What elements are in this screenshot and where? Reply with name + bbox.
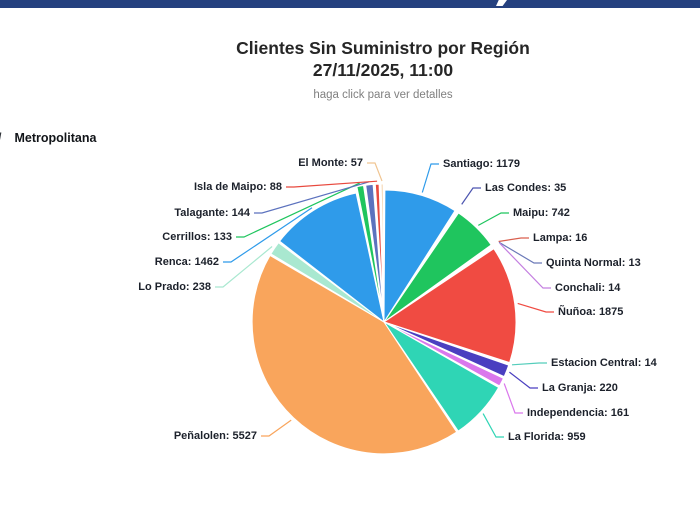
- pie-slice-el-monte[interactable]: [380, 183, 385, 317]
- navbar-logo-fragment: [496, 0, 507, 6]
- leader-line-penalolen: [261, 419, 292, 437]
- leader-line-talagante: [254, 181, 370, 214]
- pie-slice-santiago[interactable]: [383, 189, 456, 323]
- chart-datetime: 27/11/2025, 11:00: [312, 60, 454, 80]
- chart-title: Clientes Sin Suministro por Región: [236, 38, 530, 58]
- chart-hint: haga click para ver detalles: [313, 89, 453, 101]
- pie-slice-isla-de-maipo[interactable]: [374, 183, 385, 317]
- leader-line-la-florida: [482, 413, 504, 438]
- top-nav-bar: [0, 0, 700, 8]
- breadcrumb: / Metropolitana: [0, 131, 96, 145]
- leader-line-estacion-central: [511, 362, 547, 366]
- leader-line-independencia: [503, 383, 523, 414]
- pie-slice-la-granja[interactable]: [383, 321, 510, 378]
- pie-slice-la-florida[interactable]: [383, 321, 500, 432]
- leader-line-el-monte: [367, 162, 383, 182]
- breadcrumb-item-metropolitana[interactable]: Metropolitana: [14, 131, 97, 145]
- pie-slice-nunoa[interactable]: [383, 248, 517, 364]
- leader-line-nunoa: [517, 302, 554, 313]
- pie-slice-cerrillos[interactable]: [356, 185, 384, 317]
- leader-line-santiago: [421, 163, 439, 193]
- leader-line-lo-prado: [215, 246, 273, 288]
- leader-line-maipu: [478, 212, 509, 226]
- leader-line-quinta-normal: [498, 241, 542, 264]
- leader-line-lampa: [498, 237, 529, 243]
- leader-line-conchali: [499, 242, 551, 289]
- pie-slice-talagante[interactable]: [365, 183, 384, 317]
- pie-slice-maipu[interactable]: [383, 212, 492, 323]
- pie-slice-las-condes[interactable]: [386, 206, 461, 318]
- leader-line-las-condes: [461, 187, 481, 205]
- pie-slice-lo-prado[interactable]: [270, 242, 385, 323]
- pie-slice-renca[interactable]: [279, 192, 385, 323]
- pie-slice-independencia[interactable]: [383, 321, 504, 387]
- leader-line-isla-de-maipo: [286, 180, 378, 188]
- leader-line-cerrillos: [236, 182, 360, 238]
- chart-header: Clientes Sin Suministro por Región 27/11…: [66, 37, 700, 101]
- leader-line-renca: [223, 207, 313, 263]
- pie-slice-penalolen[interactable]: [251, 255, 458, 455]
- leader-line-la-granja: [509, 371, 538, 389]
- breadcrumb-separator: /: [0, 131, 1, 145]
